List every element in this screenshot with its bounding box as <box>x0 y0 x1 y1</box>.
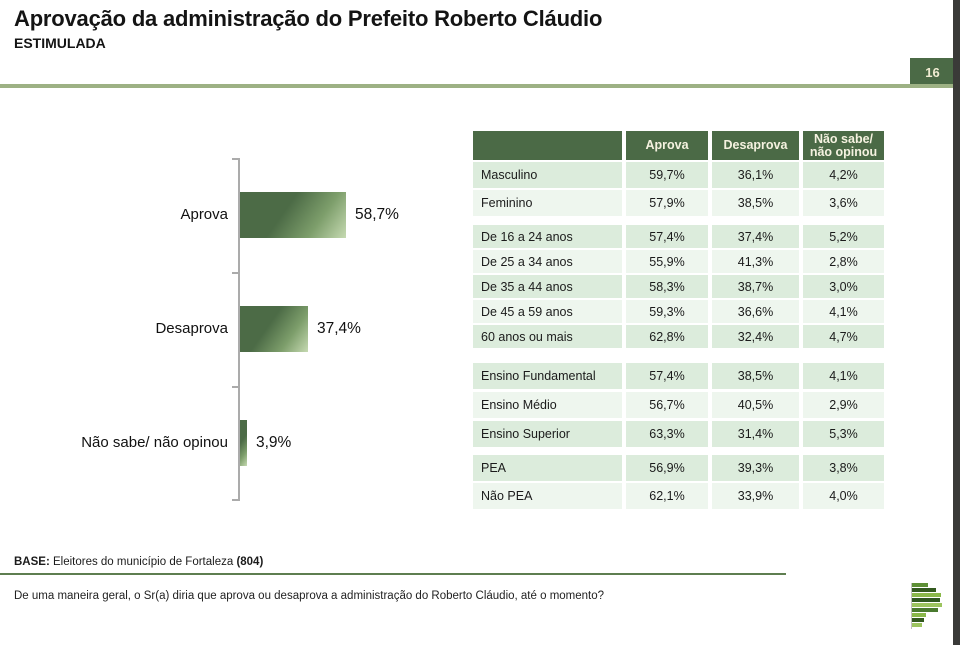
table-value-cell: 3,8% <box>803 455 884 481</box>
table-header-blank <box>473 131 622 160</box>
table-value-cell: 2,8% <box>803 250 884 273</box>
table-row-label: Ensino Fundamental <box>473 363 622 389</box>
logo-bar <box>912 603 942 607</box>
chart-bar-aprova <box>240 192 346 238</box>
table-value-cell: 3,0% <box>803 275 884 298</box>
table-value-cell: 5,3% <box>803 421 884 447</box>
logo-bar <box>912 623 922 627</box>
table-value-cell: 62,8% <box>626 325 708 348</box>
table-value-cell: 41,3% <box>712 250 799 273</box>
table-row-label: Ensino Superior <box>473 421 622 447</box>
table-value-cell: 58,3% <box>626 275 708 298</box>
table-header-nao-sabe: Não sabe/ não opinou <box>803 131 884 160</box>
axis-tick <box>232 272 239 274</box>
axis-tick <box>232 158 239 160</box>
table-value-cell: 4,1% <box>803 363 884 389</box>
table-value-cell: 37,4% <box>712 225 799 248</box>
table-value-cell: 56,7% <box>626 392 708 418</box>
demographics-table: Aprova Desaprova Não sabe/ não opinou Ma… <box>473 131 884 509</box>
parana-pesquisas-logo <box>911 583 953 629</box>
chart-axis-line <box>238 158 240 501</box>
table-value-cell: 57,9% <box>626 190 708 216</box>
slide-right-border <box>953 0 960 645</box>
chart-bar-desaprova <box>240 306 308 352</box>
table-value-cell: 55,9% <box>626 250 708 273</box>
chart-bar-nao-sabe <box>240 420 247 466</box>
table-header-aprova: Aprova <box>626 131 708 160</box>
table-row-label: 60 anos ou mais <box>473 325 622 348</box>
table-value-cell: 62,1% <box>626 483 708 509</box>
base-note: BASE: Eleitores do município de Fortalez… <box>14 556 263 568</box>
table-value-cell: 38,5% <box>712 363 799 389</box>
table-value-cell: 40,5% <box>712 392 799 418</box>
axis-tick <box>232 499 239 501</box>
table-value-cell: 56,9% <box>626 455 708 481</box>
table-row-label: De 35 a 44 anos <box>473 275 622 298</box>
table-value-cell: 4,2% <box>803 162 884 188</box>
page-title: Aprovação da administração do Prefeito R… <box>14 6 603 31</box>
table-value-cell: 39,3% <box>712 455 799 481</box>
table-value-cell: 36,6% <box>712 300 799 323</box>
table-value-cell: 59,7% <box>626 162 708 188</box>
chart-value-label: 37,4% <box>317 320 361 337</box>
table-row-label: De 16 a 24 anos <box>473 225 622 248</box>
table-value-cell: 33,9% <box>712 483 799 509</box>
logo-bar <box>912 598 940 602</box>
table-value-cell: 38,5% <box>712 190 799 216</box>
table-value-cell: 38,7% <box>712 275 799 298</box>
table-value-cell: 32,4% <box>712 325 799 348</box>
logo-bar <box>912 588 936 592</box>
logo-bar <box>912 613 926 617</box>
header-divider <box>0 84 954 88</box>
logo-stem-line <box>911 583 912 629</box>
chart-category-label: Desaprova <box>155 320 228 337</box>
table-value-cell: 4,0% <box>803 483 884 509</box>
chart-value-label: 58,7% <box>355 206 399 223</box>
base-text: Eleitores do município de Fortaleza <box>49 556 237 568</box>
table-row-label: Ensino Médio <box>473 392 622 418</box>
chart-category-label: Não sabe/ não opinou <box>81 434 228 451</box>
table-value-cell: 31,4% <box>712 421 799 447</box>
table-value-cell: 4,7% <box>803 325 884 348</box>
chart-value-label: 3,9% <box>256 434 292 451</box>
table-value-cell: 5,2% <box>803 225 884 248</box>
page-number-badge: 16 <box>910 58 955 87</box>
footer-divider <box>0 573 786 575</box>
logo-bar <box>912 593 941 597</box>
survey-question: De uma maneira geral, o Sr(a) diria que … <box>14 590 605 602</box>
logo-bar <box>912 608 938 612</box>
table-value-cell: 57,4% <box>626 363 708 389</box>
table-value-cell: 2,9% <box>803 392 884 418</box>
table-header-desaprova: Desaprova <box>712 131 799 160</box>
base-label: BASE: <box>14 556 50 568</box>
table-row-label: Feminino <box>473 190 622 216</box>
table-row-label: Não PEA <box>473 483 622 509</box>
page-subtitle: ESTIMULADA <box>14 35 106 51</box>
table-value-cell: 59,3% <box>626 300 708 323</box>
axis-tick <box>232 386 239 388</box>
table-value-cell: 57,4% <box>626 225 708 248</box>
base-count: (804) <box>236 556 264 568</box>
table-value-cell: 36,1% <box>712 162 799 188</box>
table-value-cell: 3,6% <box>803 190 884 216</box>
logo-bar <box>912 618 924 622</box>
table-row-label: De 25 a 34 anos <box>473 250 622 273</box>
logo-bar <box>912 583 928 587</box>
table-row-label: Masculino <box>473 162 622 188</box>
table-value-cell: 4,1% <box>803 300 884 323</box>
table-row-label: PEA <box>473 455 622 481</box>
table-value-cell: 63,3% <box>626 421 708 447</box>
chart-category-label: Aprova <box>180 206 228 223</box>
table-row-label: De 45 a 59 anos <box>473 300 622 323</box>
